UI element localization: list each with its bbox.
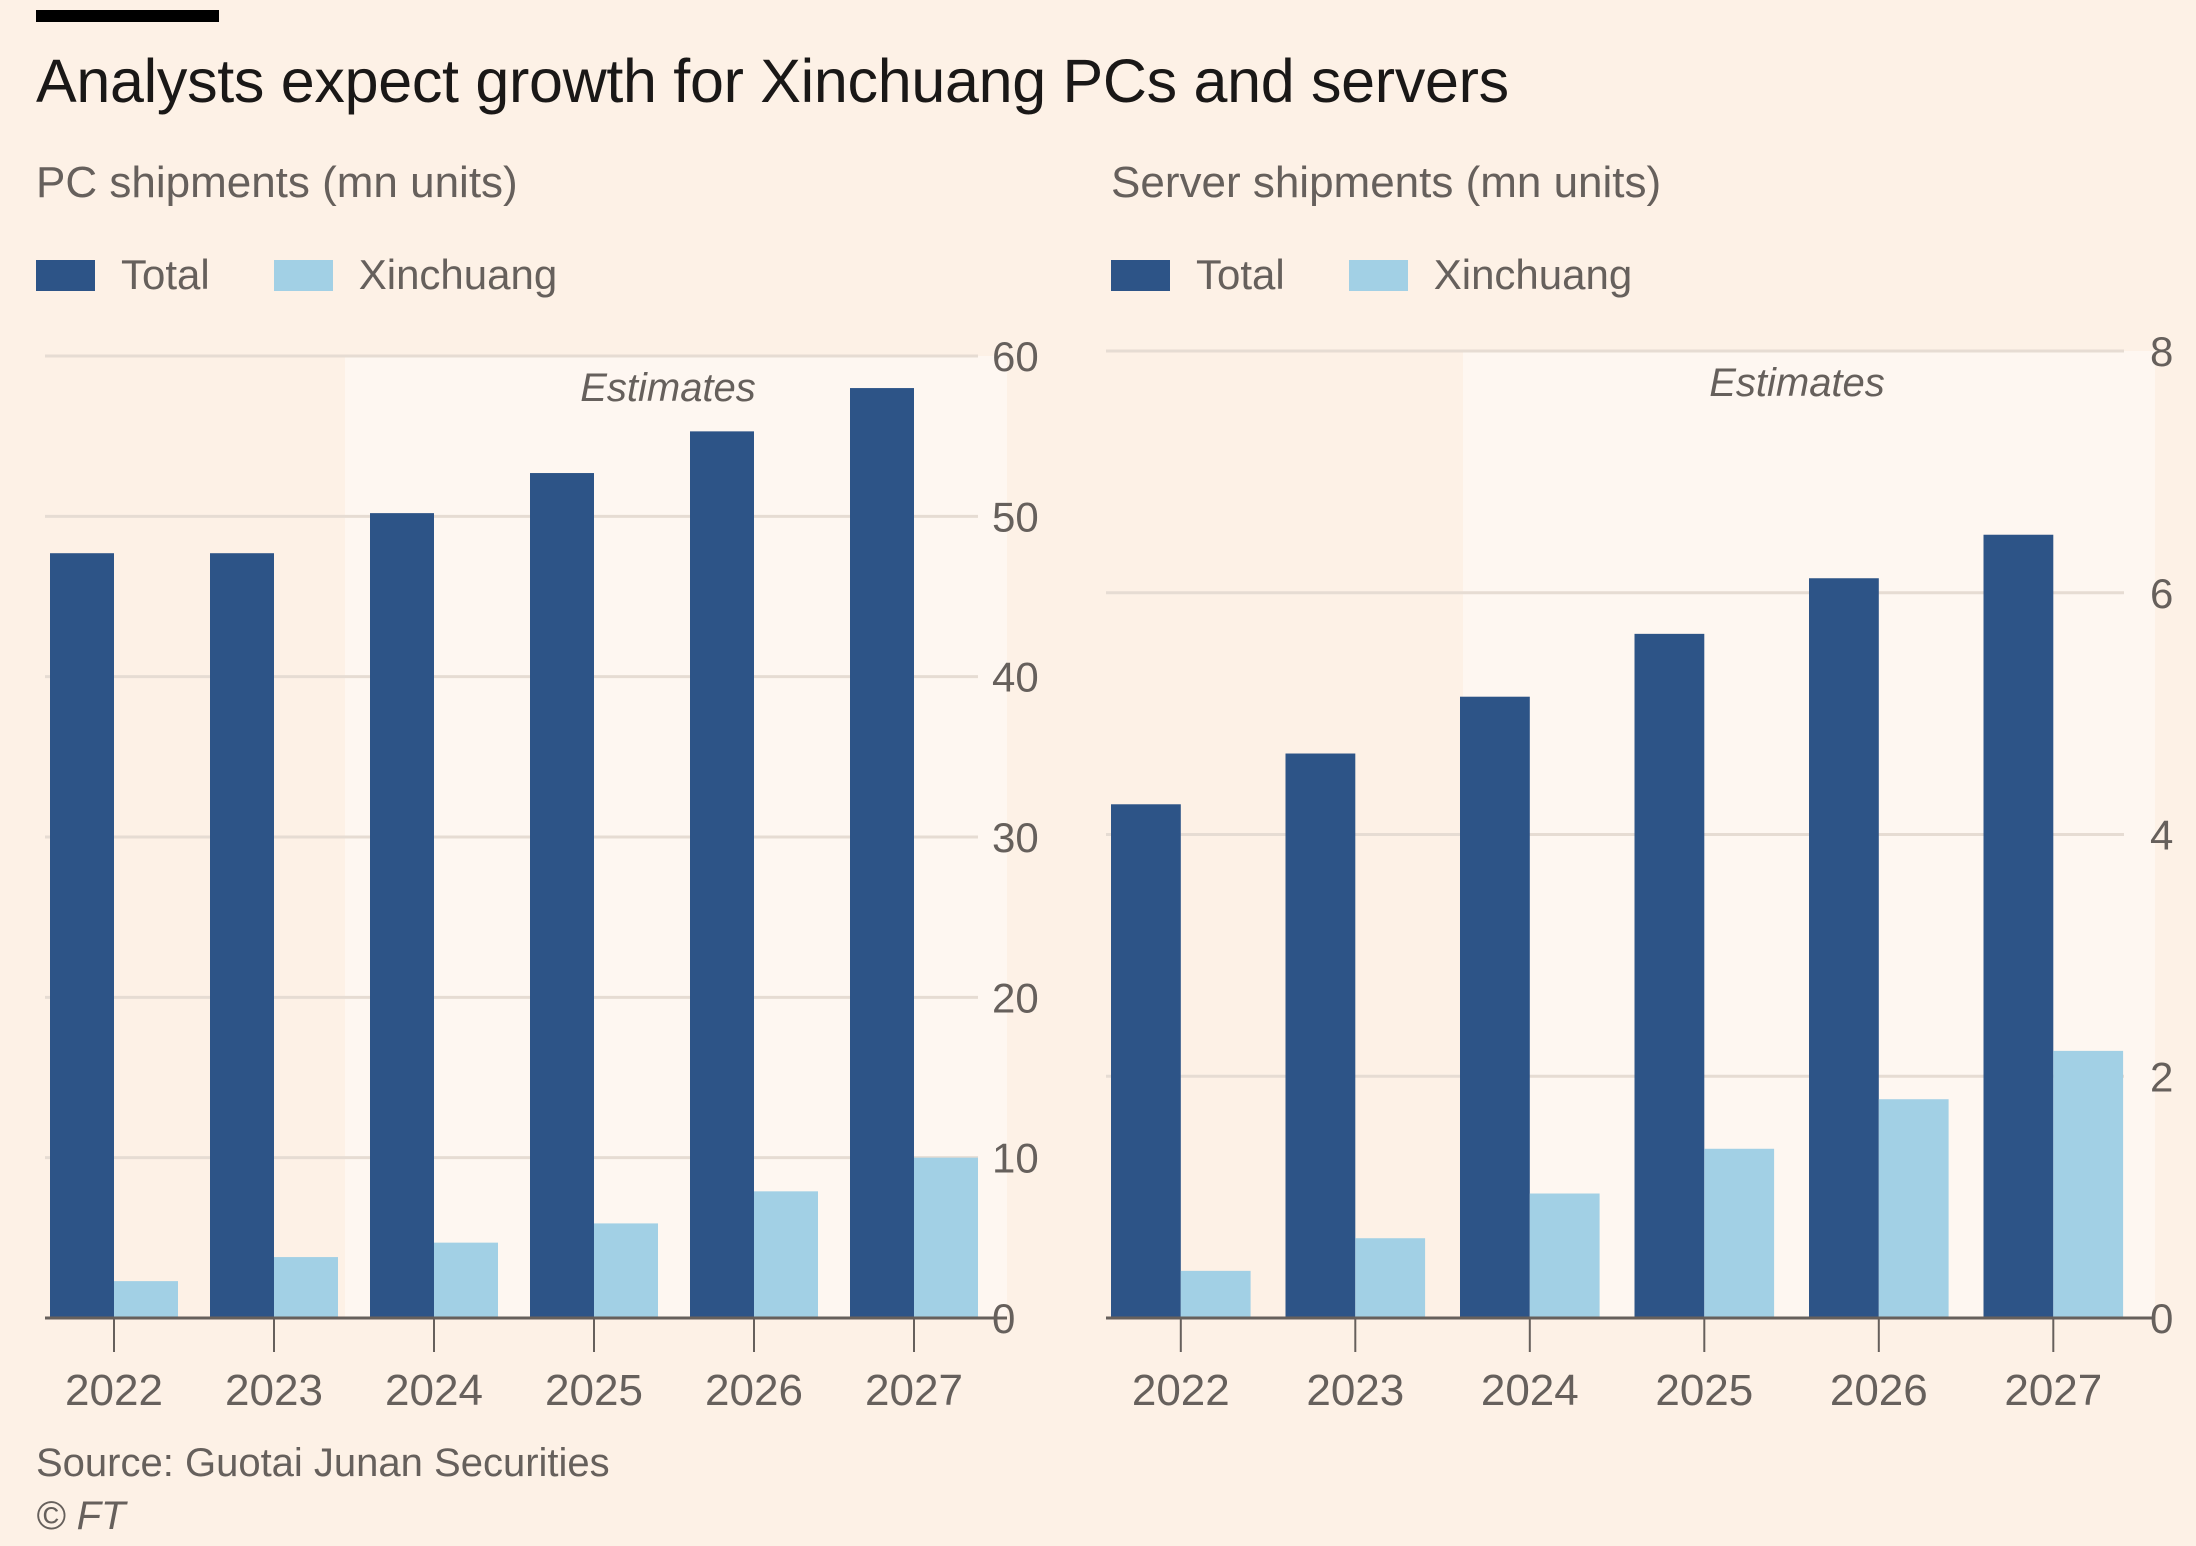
y-tick-label: 2 <box>2150 1053 2173 1100</box>
x-tick-label: 2024 <box>385 1366 483 1415</box>
bar-total <box>1460 696 1530 1318</box>
pc-chart-legend: Total Xinchuang <box>36 250 597 300</box>
x-tick-label: 2023 <box>225 1366 323 1415</box>
legend-label-total: Total <box>121 251 210 298</box>
bar-total <box>690 431 754 1318</box>
bar-xinchuang <box>114 1281 178 1318</box>
x-tick-label: 2024 <box>1481 1366 1579 1415</box>
x-tick-label: 2027 <box>2004 1366 2102 1415</box>
bar-total <box>370 513 434 1318</box>
bar-total <box>1285 753 1356 1318</box>
estimates-label: Estimates <box>1709 361 1885 405</box>
legend-label-xinchuang: Xinchuang <box>1433 251 1633 298</box>
bar-total <box>530 473 594 1318</box>
bar-total <box>1634 633 1705 1318</box>
legend-item-xinchuang: Xinchuang <box>273 251 558 299</box>
bar-xinchuang <box>754 1191 818 1318</box>
legend-label-xinchuang: Xinchuang <box>358 251 558 298</box>
bar-xinchuang <box>1878 1099 1949 1318</box>
legend-label-total: Total <box>1196 251 1285 298</box>
y-tick-label: 4 <box>2150 812 2173 859</box>
bar-total <box>1983 534 2054 1318</box>
x-tick-label: 2025 <box>1655 1366 1753 1415</box>
chart-title: Analysts expect growth for Xinchuang PCs… <box>36 47 1509 115</box>
legend-item-total: Total <box>36 251 210 299</box>
legend-swatch-total <box>1111 259 1170 291</box>
legend-swatch-total <box>36 259 95 291</box>
y-tick-label: 20 <box>992 974 1039 1021</box>
x-tick-label: 2027 <box>865 1366 963 1415</box>
bar-total <box>210 553 274 1318</box>
bar-xinchuang <box>274 1257 338 1318</box>
legend-swatch-xinchuang <box>273 259 333 291</box>
bar-total <box>1809 578 1879 1318</box>
x-tick-label: 2026 <box>1830 1366 1928 1415</box>
server-chart-subtitle: Server shipments (mn units) <box>1111 158 1662 207</box>
legend-item-total: Total <box>1111 251 1285 299</box>
y-tick-label: 10 <box>992 1135 1039 1182</box>
legend-swatch-xinchuang <box>1348 259 1408 291</box>
estimates-label: Estimates <box>580 366 756 410</box>
source-note: Source: Guotai Junan Securities <box>36 1441 610 1485</box>
x-tick-label: 2026 <box>705 1366 803 1415</box>
x-tick-label: 2022 <box>1132 1366 1230 1415</box>
pc-chart-subtitle: PC shipments (mn units) <box>36 158 518 207</box>
bar-total <box>1111 804 1181 1318</box>
y-tick-label: 6 <box>2150 570 2173 617</box>
bar-xinchuang <box>2053 1050 2124 1318</box>
bar-xinchuang <box>1355 1238 1426 1318</box>
bar-xinchuang <box>594 1223 658 1318</box>
legend-item-xinchuang: Xinchuang <box>1348 251 1633 299</box>
y-tick-label: 8 <box>2150 328 2173 375</box>
bar-total <box>850 388 914 1319</box>
bar-total <box>50 553 114 1318</box>
y-tick-label: 40 <box>992 654 1039 701</box>
y-tick-label: 0 <box>2150 1295 2173 1342</box>
title-accent-bar <box>36 10 219 22</box>
bar-xinchuang <box>1529 1193 1600 1318</box>
bar-xinchuang <box>914 1157 978 1318</box>
server-chart-legend: Total Xinchuang <box>1111 250 1672 300</box>
x-tick-label: 2022 <box>65 1366 163 1415</box>
copyright-note: © FT <box>36 1494 126 1538</box>
x-tick-label: 2025 <box>545 1366 643 1415</box>
y-tick-label: 30 <box>992 814 1039 861</box>
y-tick-label: 50 <box>992 493 1039 540</box>
bar-xinchuang <box>1180 1270 1251 1318</box>
bar-xinchuang <box>1704 1148 1775 1318</box>
x-tick-label: 2023 <box>1306 1366 1404 1415</box>
y-tick-label: 60 <box>992 333 1039 380</box>
bar-xinchuang <box>434 1242 498 1318</box>
